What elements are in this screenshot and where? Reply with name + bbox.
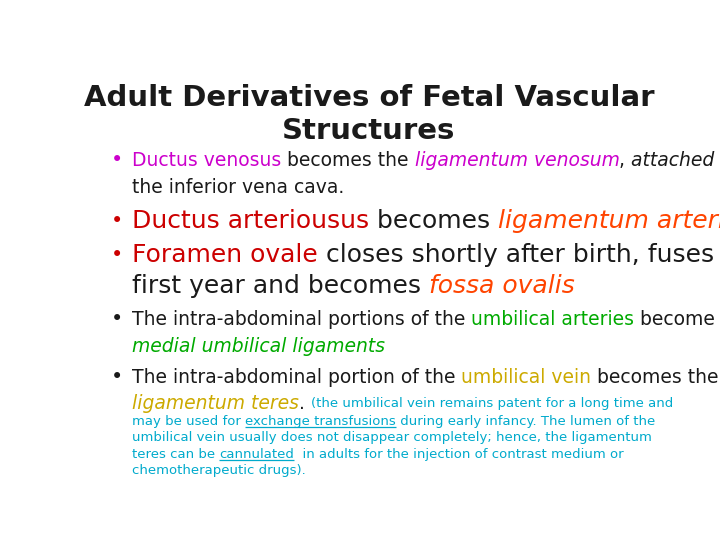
Text: ligamentum teres: ligamentum teres bbox=[132, 394, 299, 413]
Text: become the: become the bbox=[634, 310, 720, 329]
Text: •: • bbox=[111, 368, 123, 388]
Text: •: • bbox=[111, 309, 123, 329]
Text: closes shortly after birth, fuses completely in: closes shortly after birth, fuses comple… bbox=[318, 243, 720, 267]
Text: attached to: attached to bbox=[631, 151, 720, 170]
Text: becomes the: becomes the bbox=[281, 151, 415, 170]
Text: umbilical arteries: umbilical arteries bbox=[471, 310, 634, 329]
Text: teres can be: teres can be bbox=[132, 448, 219, 461]
Text: becomes the: becomes the bbox=[591, 368, 719, 387]
Text: exchange transfusions: exchange transfusions bbox=[245, 415, 396, 428]
Text: chemotherapeutic drugs).: chemotherapeutic drugs). bbox=[132, 464, 305, 477]
Text: Foramen ovale: Foramen ovale bbox=[132, 243, 318, 267]
Text: (the umbilical vein remains patent for a long time and: (the umbilical vein remains patent for a… bbox=[310, 397, 673, 410]
Text: first year and becomes: first year and becomes bbox=[132, 274, 429, 298]
Text: The intra-abdominal portions of the: The intra-abdominal portions of the bbox=[132, 310, 471, 329]
Text: The intra-abdominal portion of the: The intra-abdominal portion of the bbox=[132, 368, 462, 387]
Text: medial umbilical ligaments: medial umbilical ligaments bbox=[132, 337, 385, 356]
Text: may be used for: may be used for bbox=[132, 415, 245, 428]
Text: ligamentum arteriousum: ligamentum arteriousum bbox=[498, 209, 720, 233]
Text: during early infancy. The lumen of the: during early infancy. The lumen of the bbox=[396, 415, 655, 428]
Text: fossa ovalis: fossa ovalis bbox=[429, 274, 575, 298]
Text: ligamentum venosum: ligamentum venosum bbox=[415, 151, 619, 170]
Text: cannulated: cannulated bbox=[219, 448, 294, 461]
Text: Ductus venosus: Ductus venosus bbox=[132, 151, 281, 170]
Text: in adults for the injection of contrast medium or: in adults for the injection of contrast … bbox=[294, 448, 624, 461]
Text: umbilical vein: umbilical vein bbox=[462, 368, 591, 387]
Text: becomes: becomes bbox=[369, 209, 498, 233]
Text: .: . bbox=[299, 394, 310, 413]
Text: Ductus arteriousus: Ductus arteriousus bbox=[132, 209, 369, 233]
Text: ,: , bbox=[619, 151, 631, 170]
Text: •: • bbox=[111, 151, 123, 171]
Text: the inferior vena cava.: the inferior vena cava. bbox=[132, 178, 344, 197]
Text: •: • bbox=[111, 245, 123, 265]
Text: umbilical vein usually does not disappear completely; hence, the ligamentum: umbilical vein usually does not disappea… bbox=[132, 431, 652, 444]
Text: •: • bbox=[111, 211, 123, 231]
Text: Adult Derivatives of Fetal Vascular
Structures: Adult Derivatives of Fetal Vascular Stru… bbox=[84, 84, 654, 145]
